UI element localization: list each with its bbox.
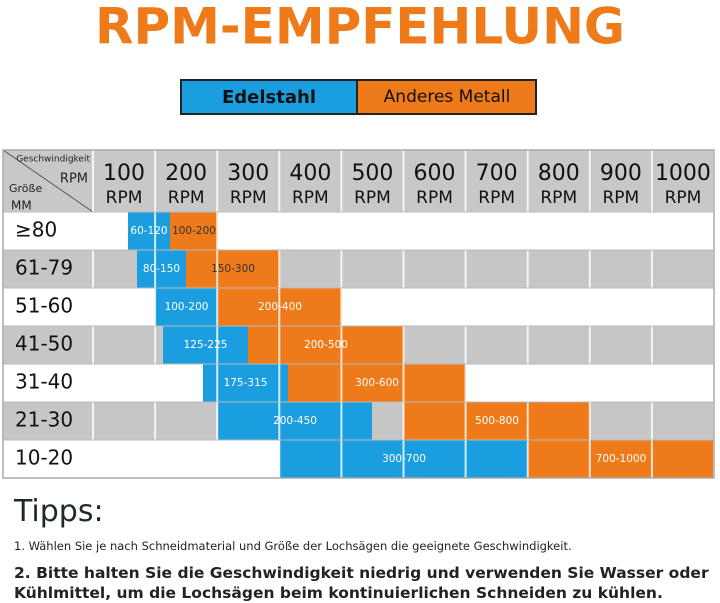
steel-range: 100-200: [165, 301, 209, 313]
column-value: 200: [165, 161, 207, 186]
table: GeschwindigkeitRPMGrößeMM100RPM200RPM300…: [2, 149, 715, 479]
steel-range: 200-450: [273, 415, 317, 427]
other-range: 100-200: [172, 225, 216, 237]
row-size: 10-20: [15, 446, 73, 470]
other-bar: [170, 212, 218, 250]
tips-heading: Tipps:: [14, 494, 104, 529]
corner-label: MM: [11, 199, 32, 213]
table-border: [2, 149, 715, 479]
other-bar: [288, 364, 466, 402]
steel-range: 175-315: [224, 377, 268, 389]
column-value: 600: [414, 161, 456, 186]
column-value: 500: [351, 161, 393, 186]
other-range: 700-1000: [596, 453, 647, 465]
column-unit: RPM: [292, 188, 329, 208]
legend-label: Anderes Metall: [384, 87, 511, 107]
other-range: 200-500: [304, 339, 348, 351]
other-bar: [248, 326, 404, 364]
row-bg: [3, 212, 714, 250]
column-value: 300: [227, 161, 269, 186]
steel-range: 60-120: [130, 225, 167, 237]
legend-swatch: [356, 79, 537, 115]
other-range: 300-600: [355, 377, 399, 389]
corner-label: RPM: [60, 172, 88, 187]
chart-graphic: RPM-EMPFEHLUNG Edelstahl Anderes Metall …: [2, 0, 715, 479]
other-range: 200-400: [258, 301, 302, 313]
title: RPM-EMPFEHLUNG: [95, 0, 625, 56]
column-value: 100: [103, 161, 145, 186]
column-value: 700: [476, 161, 518, 186]
other-bar: [404, 402, 590, 440]
row-bg: [3, 288, 714, 326]
column-unit: RPM: [106, 188, 143, 208]
row-size: 41-50: [15, 332, 73, 356]
column-unit: RPM: [540, 188, 577, 208]
steel-bar: [163, 326, 248, 364]
column-unit: RPM: [602, 188, 639, 208]
steel-range: 300-700: [382, 453, 426, 465]
column-value: 800: [538, 161, 580, 186]
row-size: 21-30: [15, 408, 73, 432]
tip: 1. Wählen Sie je nach Schneidmaterial un…: [14, 539, 572, 553]
column-value: 1000: [655, 161, 711, 186]
corner-diagonal: [2, 149, 94, 213]
column-unit: RPM: [354, 188, 391, 208]
steel-range: 80-150: [143, 263, 180, 275]
header-bg: [3, 150, 714, 212]
row-bg: [3, 250, 714, 288]
column-unit: RPM: [168, 188, 205, 208]
column-unit: RPM: [478, 188, 515, 208]
row-size: 51-60: [15, 294, 73, 318]
tip: 2. Bitte halten Sie die Geschwindigkeit …: [14, 564, 709, 602]
other-bar: [186, 250, 280, 288]
other-bar: [528, 440, 714, 478]
legend-swatch: [180, 79, 358, 115]
row-size: 31-40: [15, 370, 73, 394]
steel-bar: [218, 402, 372, 440]
steel-bar: [128, 212, 170, 250]
steel-bar: [155, 288, 218, 326]
legend-label: Edelstahl: [222, 87, 316, 108]
corner-label: Größe: [9, 182, 42, 195]
column-unit: RPM: [230, 188, 267, 208]
row-size: ≥80: [15, 218, 57, 242]
other-range: 500-800: [475, 415, 519, 427]
steel-bar: [137, 250, 186, 288]
column-unit: RPM: [416, 188, 453, 208]
column-unit: RPM: [665, 188, 702, 208]
column-value: 900: [600, 161, 642, 186]
row-size: 61-79: [15, 256, 73, 280]
steel-range: 125-225: [184, 339, 228, 351]
column-value: 400: [289, 161, 331, 186]
corner-label: Geschwindigkeit: [16, 155, 90, 165]
other-range: 150-300: [211, 263, 255, 275]
